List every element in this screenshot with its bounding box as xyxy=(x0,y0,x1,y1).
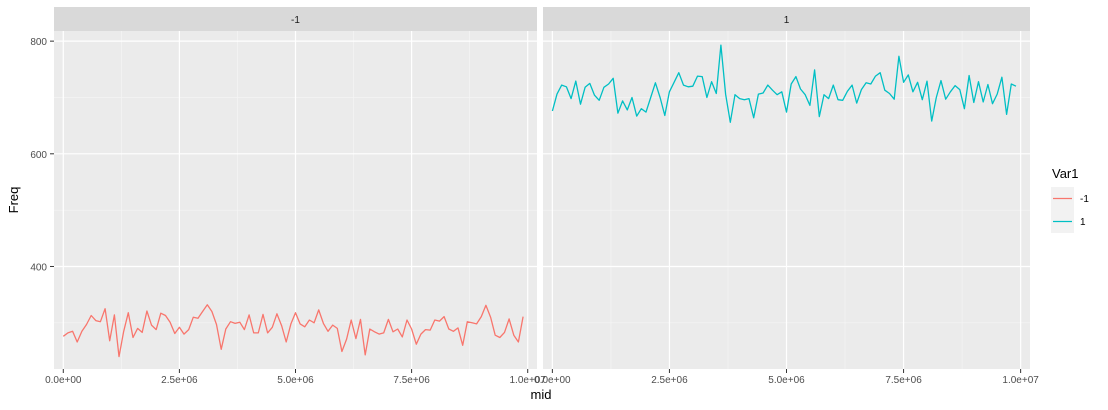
x-tick-label: 7.5e+06 xyxy=(885,375,922,386)
x-axis-panel-1: 0.0e+00 2.5e+06 5.0e+06 7.5e+06 1.0e+07 xyxy=(45,369,546,386)
legend-label: -1 xyxy=(1080,194,1089,205)
legend-item: 1 xyxy=(1051,210,1086,233)
facet-strip xyxy=(543,7,1030,31)
x-tick-label: 1.0e+07 xyxy=(1002,375,1039,386)
series-line--1 xyxy=(62,304,524,358)
legend-item: -1 xyxy=(1051,187,1089,210)
x-tick-label: 5.0e+06 xyxy=(277,375,314,386)
y-axis: 400 600 800 xyxy=(30,37,54,273)
facet-panels: -1 1 xyxy=(54,7,1030,369)
y-tick-label: 400 xyxy=(30,262,47,273)
y-tick-label: 800 xyxy=(30,37,47,48)
facet-strip-label: 1 xyxy=(784,15,790,26)
legend: Var1 -1 1 xyxy=(1051,166,1089,233)
x-tick-label: 5.0e+06 xyxy=(768,375,805,386)
facet-strip-label: -1 xyxy=(291,15,300,26)
x-tick-label: 1.0e+07 xyxy=(509,375,546,386)
x-tick-label: 0.0e+00 xyxy=(45,375,82,386)
x-tick-label: 7.5e+06 xyxy=(393,375,430,386)
legend-title: Var1 xyxy=(1052,166,1079,181)
facet-strip xyxy=(54,7,537,31)
legend-label: 1 xyxy=(1080,217,1086,228)
x-tick-label: 2.5e+06 xyxy=(651,375,688,386)
y-axis-title: Freq xyxy=(6,187,21,214)
x-axes: 0.0e+00 2.5e+06 5.0e+06 7.5e+06 1.0e+070.0e+… xyxy=(45,369,1039,386)
x-tick-label: 2.5e+06 xyxy=(161,375,198,386)
x-axis-title: mid xyxy=(531,387,552,402)
series-line-1 xyxy=(551,44,1017,123)
facet-panel-2: 1 xyxy=(543,7,1030,369)
x-axis-panel-2: 0.0e+00 2.5e+06 5.0e+06 7.5e+06 1.0e+07 xyxy=(534,369,1039,386)
y-tick-label: 600 xyxy=(30,150,47,161)
x-tick-label: 0.0e+00 xyxy=(534,375,571,386)
facet-panel-1: -1 xyxy=(54,7,537,369)
